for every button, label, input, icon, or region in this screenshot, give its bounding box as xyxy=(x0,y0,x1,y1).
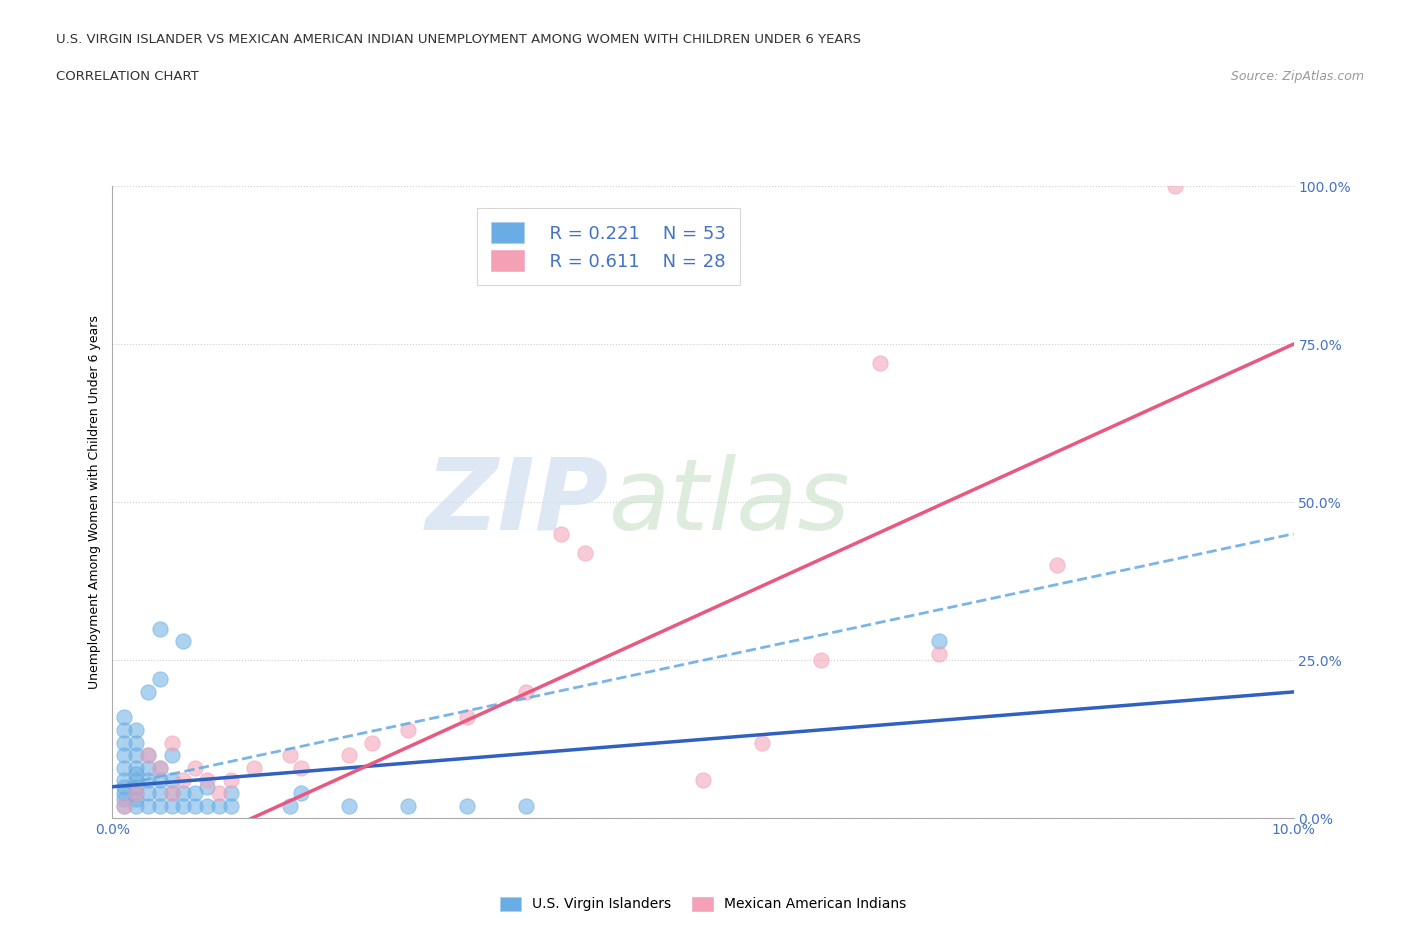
Point xyxy=(219,798,242,813)
Point xyxy=(184,761,207,776)
Point xyxy=(125,773,148,788)
Point xyxy=(149,621,172,636)
Point xyxy=(160,786,183,801)
Point xyxy=(515,798,537,813)
Point xyxy=(149,773,172,788)
Point xyxy=(112,798,135,813)
Point xyxy=(278,748,301,763)
Point xyxy=(160,773,183,788)
Point xyxy=(172,773,194,788)
Point xyxy=(112,735,135,750)
Point xyxy=(125,723,148,737)
Point xyxy=(456,710,478,724)
Point xyxy=(1164,179,1187,193)
Legend:   R = 0.221    N = 53,   R = 0.611    N = 28: R = 0.221 N = 53, R = 0.611 N = 28 xyxy=(477,207,741,286)
Point xyxy=(160,735,183,750)
Point xyxy=(396,798,419,813)
Point xyxy=(160,798,183,813)
Point xyxy=(136,761,159,776)
Point xyxy=(112,786,135,801)
Point xyxy=(125,766,148,781)
Point xyxy=(125,786,148,801)
Point xyxy=(195,779,218,794)
Point xyxy=(136,786,159,801)
Point xyxy=(112,798,135,813)
Point xyxy=(208,798,231,813)
Point xyxy=(172,786,194,801)
Point xyxy=(136,798,159,813)
Point xyxy=(136,748,159,763)
Point xyxy=(869,355,891,370)
Point xyxy=(149,798,172,813)
Point xyxy=(112,748,135,763)
Y-axis label: Unemployment Among Women with Children Under 6 years: Unemployment Among Women with Children U… xyxy=(89,315,101,689)
Point xyxy=(456,798,478,813)
Point xyxy=(337,748,360,763)
Point xyxy=(172,634,194,649)
Point xyxy=(125,761,148,776)
Point xyxy=(928,634,950,649)
Point xyxy=(112,773,135,788)
Point xyxy=(112,723,135,737)
Point xyxy=(112,761,135,776)
Point xyxy=(208,786,231,801)
Point xyxy=(149,671,172,686)
Point xyxy=(515,684,537,699)
Text: ZIP: ZIP xyxy=(426,454,609,551)
Point xyxy=(125,748,148,763)
Point xyxy=(160,786,183,801)
Point xyxy=(149,786,172,801)
Point xyxy=(136,773,159,788)
Point xyxy=(125,735,148,750)
Point xyxy=(396,723,419,737)
Point xyxy=(195,798,218,813)
Point xyxy=(574,545,596,560)
Text: CORRELATION CHART: CORRELATION CHART xyxy=(56,70,200,83)
Point xyxy=(112,710,135,724)
Point xyxy=(125,779,148,794)
Point xyxy=(149,761,172,776)
Point xyxy=(219,786,242,801)
Point xyxy=(692,773,714,788)
Legend: U.S. Virgin Islanders, Mexican American Indians: U.S. Virgin Islanders, Mexican American … xyxy=(494,890,912,919)
Point xyxy=(243,761,266,776)
Point xyxy=(550,526,572,541)
Point xyxy=(136,684,159,699)
Point xyxy=(290,786,312,801)
Point xyxy=(290,761,312,776)
Point xyxy=(219,773,242,788)
Point xyxy=(195,773,218,788)
Point xyxy=(160,748,183,763)
Point xyxy=(184,786,207,801)
Point xyxy=(136,748,159,763)
Point xyxy=(112,779,135,794)
Point xyxy=(125,792,148,807)
Point xyxy=(172,798,194,813)
Point xyxy=(1046,558,1069,573)
Point xyxy=(112,792,135,807)
Point xyxy=(125,798,148,813)
Point xyxy=(810,653,832,668)
Point xyxy=(149,761,172,776)
Text: U.S. VIRGIN ISLANDER VS MEXICAN AMERICAN INDIAN UNEMPLOYMENT AMONG WOMEN WITH CH: U.S. VIRGIN ISLANDER VS MEXICAN AMERICAN… xyxy=(56,33,862,46)
Text: atlas: atlas xyxy=(609,454,851,551)
Point xyxy=(928,646,950,661)
Point xyxy=(751,735,773,750)
Point xyxy=(361,735,384,750)
Text: Source: ZipAtlas.com: Source: ZipAtlas.com xyxy=(1230,70,1364,83)
Point xyxy=(184,798,207,813)
Point xyxy=(278,798,301,813)
Point xyxy=(125,786,148,801)
Point xyxy=(337,798,360,813)
